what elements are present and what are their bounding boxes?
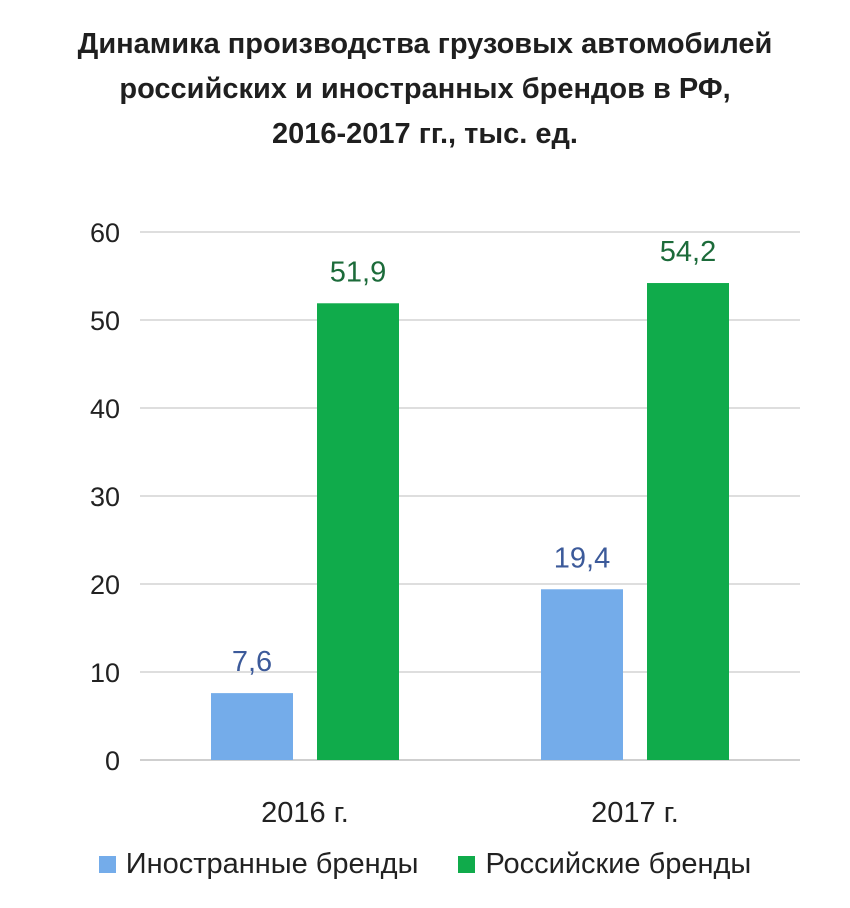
chart-title-line-2: российских и иностранных брендов в РФ, [119,73,731,105]
legend-label-russian: Российские бренды [485,848,752,880]
data-label-foreign-1: 19,4 [554,542,610,574]
data-label-russian-1: 54,2 [660,236,716,268]
legend-label-foreign: Иностранные бренды [125,848,419,880]
x-category-label-0: 2016 г. [261,797,349,829]
chart-title-line-3: 2016-2017 гг., тыс. ед. [272,118,578,150]
y-tick-label-20: 20 [90,570,120,600]
data-label-foreign-0: 7,6 [232,646,272,678]
y-tick-label-40: 40 [90,394,120,424]
legend-swatch-russian [458,856,476,873]
bar-russian-1 [647,283,729,760]
y-tick-label-10: 10 [90,658,120,688]
legend-item-foreign: Иностранные бренды [98,848,419,881]
legend-swatch-foreign [98,856,116,873]
bar-russian-0 [317,303,399,760]
chart-title: Динамика производства грузовых автомобил… [0,22,850,157]
y-tick-label-0: 0 [105,746,120,776]
bar-foreign-0 [211,693,293,760]
chart-title-line-1: Динамика производства грузовых автомобил… [77,28,773,60]
x-category-label-1: 2017 г. [591,797,679,829]
y-tick-label-30: 30 [90,482,120,512]
chart-legend: Иностранные бренды Российские бренды [0,848,850,881]
legend-item-russian: Российские бренды [458,848,751,881]
y-tick-label-60: 60 [90,218,120,248]
y-tick-label-50: 50 [90,306,120,336]
data-label-russian-0: 51,9 [330,256,386,288]
bar-foreign-1 [541,589,623,760]
